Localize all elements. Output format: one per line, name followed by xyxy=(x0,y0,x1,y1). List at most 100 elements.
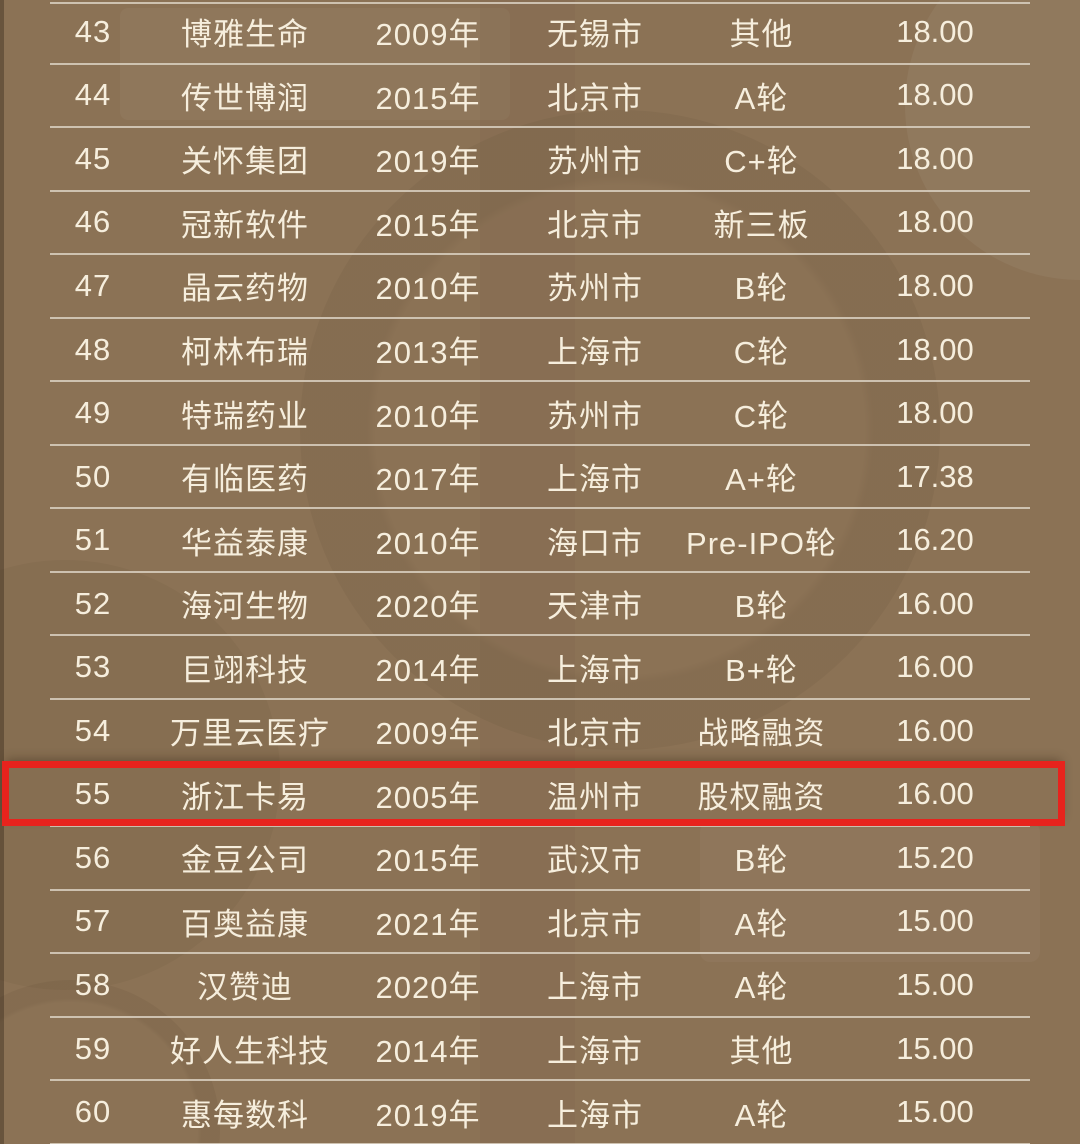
rank-cell: 51 xyxy=(74,522,112,558)
year-cell: 2015年 xyxy=(375,843,481,879)
amount-cell: 16.00 xyxy=(896,776,974,812)
city-cell: 上海市 xyxy=(547,1034,643,1070)
table-row: 56 金豆公司 2015年 武汉市 B轮 15.20 xyxy=(0,826,1080,891)
rank-cell: 60 xyxy=(74,1094,112,1130)
round-cell: A轮 xyxy=(734,80,789,116)
company-cell: 浙江卡易 xyxy=(181,779,309,815)
table-row: 59 好人生科技 2014年 上海市 其他 15.00 xyxy=(0,1017,1080,1081)
company-cell: 冠新软件 xyxy=(181,207,309,243)
round-cell: B轮 xyxy=(734,843,789,879)
year-cell: 2014年 xyxy=(375,652,481,688)
round-cell: C+轮 xyxy=(724,144,799,180)
table-row: 52 海河生物 2020年 天津市 B轮 16.00 xyxy=(0,572,1080,637)
amount-cell: 15.00 xyxy=(896,903,974,939)
amount-cell: 15.20 xyxy=(896,839,974,875)
amount-cell: 18.00 xyxy=(896,13,974,49)
year-cell: 2010年 xyxy=(375,398,481,434)
company-cell: 惠每数科 xyxy=(181,1097,309,1133)
round-cell: 战略融资 xyxy=(697,716,826,752)
city-cell: 北京市 xyxy=(547,906,643,942)
city-cell: 苏州市 xyxy=(547,398,643,434)
amount-cell: 15.00 xyxy=(896,1030,974,1066)
city-cell: 上海市 xyxy=(547,652,643,688)
city-cell: 海口市 xyxy=(547,525,643,561)
rank-cell: 59 xyxy=(74,1030,112,1066)
year-cell: 2014年 xyxy=(375,1034,481,1070)
amount-cell: 18.00 xyxy=(896,395,974,431)
table-row: 51 华益泰康 2010年 海口市 Pre-IPO轮 16.20 xyxy=(0,508,1080,573)
year-cell: 2013年 xyxy=(375,335,481,370)
amount-cell: 16.00 xyxy=(896,585,974,621)
round-cell: A轮 xyxy=(734,906,789,942)
company-cell: 关怀集团 xyxy=(181,144,309,180)
rank-cell: 52 xyxy=(74,585,112,621)
city-cell: 上海市 xyxy=(547,462,643,498)
rank-cell: 44 xyxy=(74,77,112,113)
table-row: 54 万里云医疗 2009年 北京市 战略融资 16.00 xyxy=(0,699,1080,764)
rank-cell: 55 xyxy=(74,776,112,812)
year-cell: 2021年 xyxy=(375,906,481,942)
company-cell: 汉赞迪 xyxy=(197,970,293,1006)
round-cell: A+轮 xyxy=(725,462,798,498)
year-cell: 2009年 xyxy=(375,716,481,752)
round-cell: A轮 xyxy=(734,1097,789,1133)
rank-cell: 45 xyxy=(74,140,112,176)
rank-cell: 53 xyxy=(74,649,112,685)
table-row: 45 关怀集团 2019年 苏州市 C+轮 18.00 xyxy=(0,127,1080,192)
table-row: 50 有临医药 2017年 上海市 A+轮 17.38 xyxy=(0,445,1080,509)
year-cell: 2019年 xyxy=(375,144,481,180)
round-cell: Pre-IPO轮 xyxy=(686,525,837,561)
year-cell: 2010年 xyxy=(375,525,481,561)
company-cell: 巨翊科技 xyxy=(181,652,309,688)
year-cell: 2020年 xyxy=(375,589,481,625)
city-cell: 上海市 xyxy=(547,1097,643,1133)
year-cell: 2005年 xyxy=(375,779,481,815)
amount-cell: 16.00 xyxy=(896,649,974,685)
round-cell: B+轮 xyxy=(725,652,798,688)
table-row: 49 特瑞药业 2010年 苏州市 C轮 18.00 xyxy=(0,381,1080,446)
company-cell: 有临医药 xyxy=(181,462,309,498)
city-cell: 北京市 xyxy=(547,80,643,116)
round-cell: 新三板 xyxy=(713,207,810,243)
year-cell: 2019年 xyxy=(375,1097,481,1133)
rank-cell: 46 xyxy=(74,204,112,240)
amount-cell: 18.00 xyxy=(896,331,974,367)
round-cell: 其他 xyxy=(729,1034,794,1070)
round-cell: B轮 xyxy=(734,589,789,625)
amount-cell: 18.00 xyxy=(896,267,974,303)
company-cell: 华益泰康 xyxy=(181,525,309,561)
company-cell: 万里云医疗 xyxy=(170,716,330,752)
city-cell: 北京市 xyxy=(547,207,643,243)
city-cell: 北京市 xyxy=(547,716,643,752)
round-cell: 股权融资 xyxy=(697,779,826,815)
city-cell: 苏州市 xyxy=(547,144,643,180)
city-cell: 天津市 xyxy=(547,589,643,625)
amount-cell: 16.20 xyxy=(896,522,974,558)
table-row: 47 晶云药物 2010年 苏州市 B轮 18.00 xyxy=(0,254,1080,319)
rank-cell: 54 xyxy=(74,712,112,748)
year-cell: 2020年 xyxy=(375,970,481,1006)
company-cell: 好人生科技 xyxy=(170,1034,330,1070)
rank-cell: 47 xyxy=(74,267,112,303)
table-row: 60 惠每数科 2019年 上海市 A轮 15.00 xyxy=(0,1080,1080,1144)
year-cell: 2015年 xyxy=(375,207,481,243)
table-row: 53 巨翊科技 2014年 上海市 B+轮 16.00 xyxy=(0,635,1080,700)
round-cell: 其他 xyxy=(729,17,794,53)
amount-cell: 18.00 xyxy=(896,77,974,113)
city-cell: 无锡市 xyxy=(547,17,643,53)
rank-cell: 48 xyxy=(74,331,112,367)
year-cell: 2017年 xyxy=(375,462,481,498)
amount-cell: 17.38 xyxy=(896,458,974,494)
round-cell: B轮 xyxy=(734,271,789,307)
table-row: 57 百奥益康 2021年 北京市 A轮 15.00 xyxy=(0,890,1080,954)
table-row: 44 传世博润 2015年 北京市 A轮 18.00 xyxy=(0,64,1080,128)
year-cell: 2010年 xyxy=(375,271,481,307)
company-cell: 特瑞药业 xyxy=(181,398,309,434)
company-cell: 博雅生命 xyxy=(181,17,309,53)
year-cell: 2009年 xyxy=(375,17,481,53)
year-cell: 2015年 xyxy=(375,80,481,116)
city-cell: 武汉市 xyxy=(547,843,643,879)
rank-cell: 43 xyxy=(74,13,112,49)
